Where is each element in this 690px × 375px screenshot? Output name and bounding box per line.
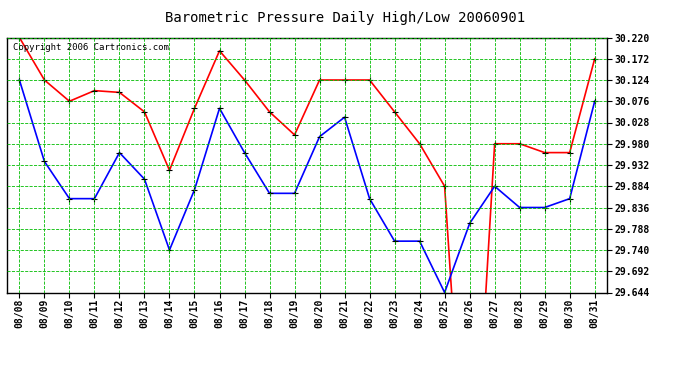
Text: Barometric Pressure Daily High/Low 20060901: Barometric Pressure Daily High/Low 20060… [165, 11, 525, 25]
Text: Copyright 2006 Cartronics.com: Copyright 2006 Cartronics.com [13, 43, 169, 52]
